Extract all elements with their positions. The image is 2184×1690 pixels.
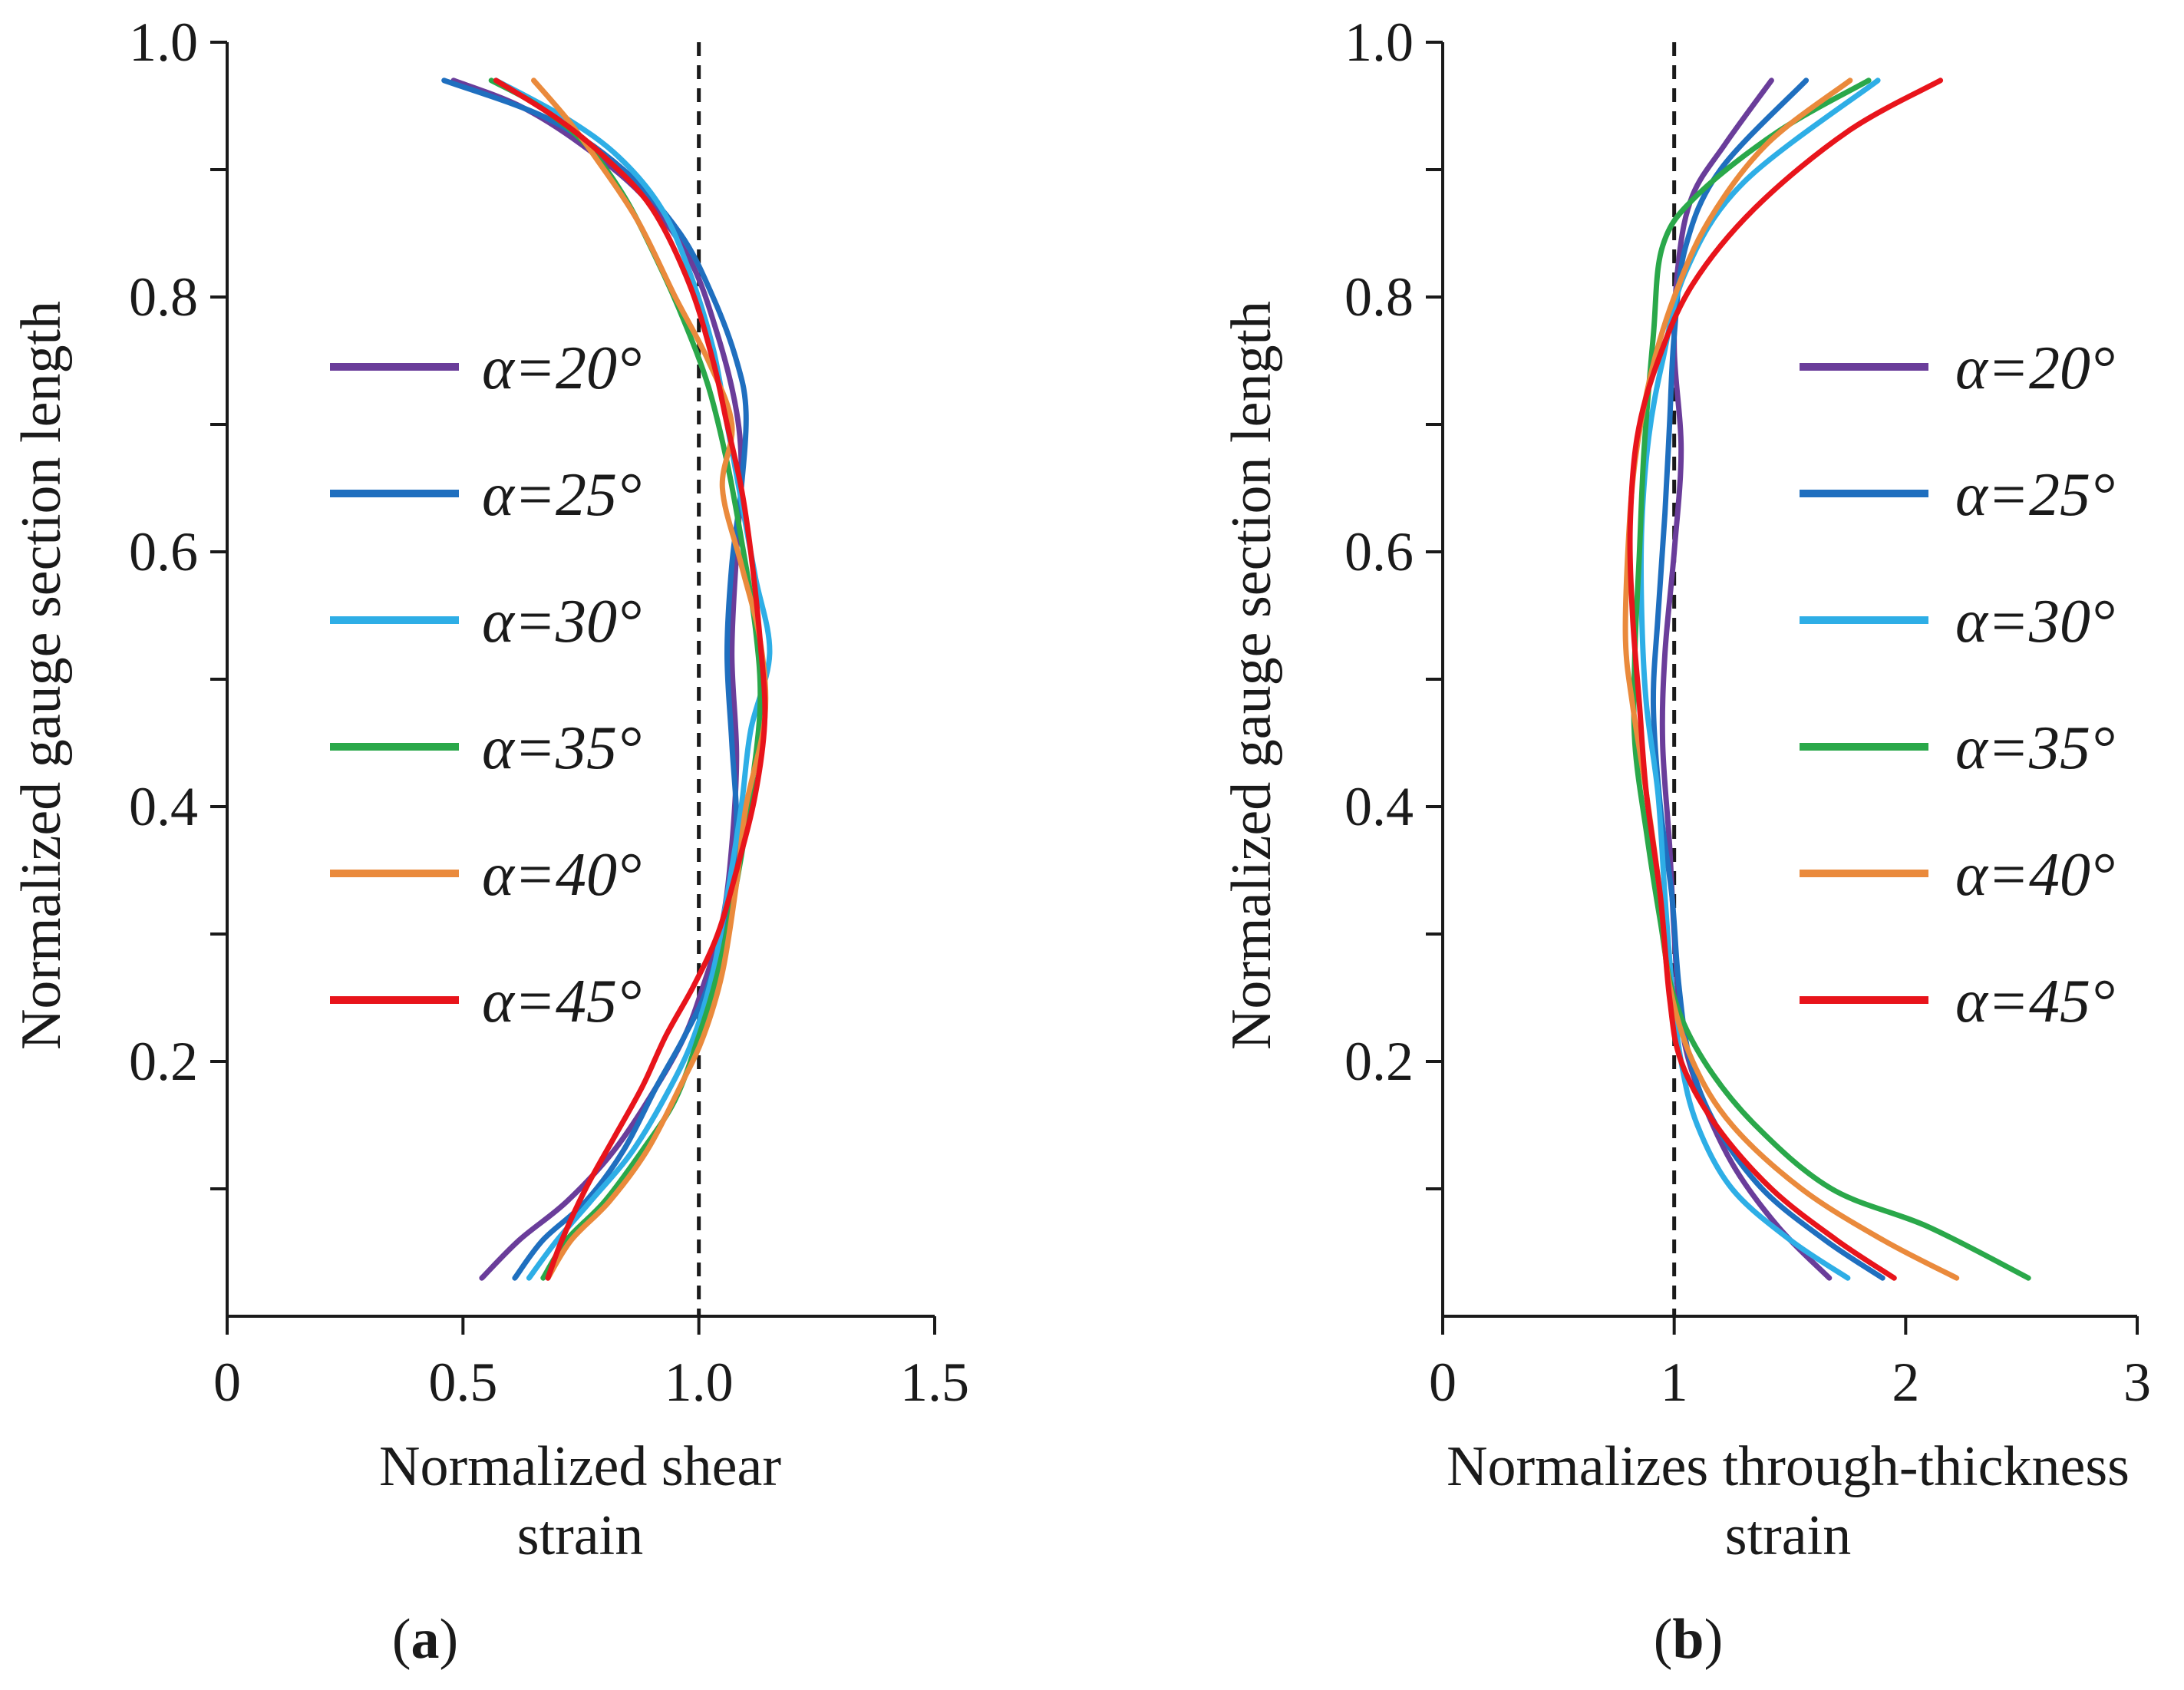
panel-a-label-open: ( [392, 1608, 411, 1671]
panel-b-y-tick-label: 0.6 [1344, 521, 1414, 583]
panel-a-legend-label: α=35° [482, 715, 642, 782]
panel-b-x-tick-label: 2 [1892, 1352, 1919, 1413]
panel-b-legend-label: α=25° [1955, 461, 2115, 529]
panel-a-x-tick-label: 0 [213, 1352, 241, 1413]
panel-a-y-tick-label: 0.8 [129, 266, 198, 328]
panel-a-legend-label: α=40° [482, 841, 642, 909]
panel-b-x-tick-label: 1 [1661, 1352, 1688, 1413]
panel-b-series-line [1631, 78, 2031, 1281]
panel-a-x-tick-label: 1.0 [665, 1352, 734, 1413]
panel-b-x-axis-title-line1: Normalizes through-thickness [1447, 1435, 2130, 1498]
panel-a-series-line [441, 78, 749, 1281]
panel-a-x-axis-title-line2: strain [517, 1504, 643, 1567]
panel-a-x-axis-title-line1: Normalized shear [379, 1435, 781, 1498]
panel-a-series-line [493, 78, 773, 1281]
panel-a-label-close: ) [440, 1608, 459, 1671]
panel-a-y-tick-label: 0.6 [129, 521, 198, 583]
panel-a-label-letter: a [411, 1608, 440, 1671]
panel-b-y-axis-title: Normalized gauge section length [1220, 301, 1283, 1050]
panel-a-x-tick-label: 0.5 [428, 1352, 497, 1413]
panel-b-series [1622, 78, 2031, 1281]
panel-b-legend-label: α=40° [1955, 841, 2115, 909]
panel-a-y-tick-label: 0.4 [129, 776, 198, 837]
panel-a-y-tick-label: 1.0 [129, 12, 198, 73]
panel-b-y-tick-label: 0.4 [1344, 776, 1414, 837]
panel-b-y-tick-label: 1.0 [1344, 12, 1414, 73]
panel-a-series-line [488, 78, 764, 1281]
panel-a-legend-label: α=45° [482, 968, 642, 1035]
panel-b-x-tick-label: 0 [1429, 1352, 1457, 1413]
panel-a-series [441, 78, 773, 1281]
panel-a-y-axis-title: Normalized gauge section length [10, 301, 73, 1050]
panel-b-x-axis-title-line2: strain [1725, 1504, 1851, 1567]
panel-a-y-tick-label: 0.2 [129, 1031, 198, 1092]
panel-b-series-line [1627, 78, 1944, 1281]
panel-a-legend: α=20° α=25° α=30° α=35° α=40° α=45° [330, 335, 642, 1035]
panel-b-legend-label: α=45° [1955, 968, 2115, 1035]
panel-b-axes: 0.2 0.4 0.6 0.8 1.0 0 1 2 3 [1344, 12, 2151, 1413]
panel-a-chart: 0.2 0.4 0.6 0.8 1.0 0 0.5 1.0 1.5 α=20° α=25° α=30… [10, 12, 969, 1671]
panel-a-legend-label: α=20° [482, 335, 642, 402]
panel-a-x-tick-label: 1.5 [900, 1352, 969, 1413]
panel-b-series-line [1622, 78, 1960, 1281]
panel-b-chart: 0.2 0.4 0.6 0.8 1.0 0 1 2 3 α=20° α=25° α=30° α=35°… [1220, 12, 2151, 1671]
panel-b-y-tick-label: 0.8 [1344, 266, 1414, 328]
panel-b-label-open: ( [1654, 1608, 1673, 1671]
panel-b-label-close: ) [1704, 1608, 1724, 1671]
panel-b-legend-label: α=30° [1955, 588, 2115, 655]
panel-b-legend-label: α=20° [1955, 335, 2115, 402]
panel-b-x-tick-label: 3 [2123, 1352, 2151, 1413]
panel-a-series-line [493, 78, 768, 1281]
panel-a-axes: 0.2 0.4 0.6 0.8 1.0 0 0.5 1.0 1.5 [129, 12, 969, 1413]
panel-b-legend-label: α=35° [1955, 715, 2115, 782]
panel-b-label-letter: b [1672, 1608, 1704, 1671]
panel-b-y-tick-label: 0.2 [1344, 1031, 1414, 1092]
panel-b-label: (b) [1654, 1608, 1723, 1671]
panel-a-legend-label: α=30° [482, 588, 642, 655]
panel-b-legend: α=20° α=25° α=30° α=35° α=40° α=45° [1800, 335, 2115, 1035]
panel-a-label: (a) [392, 1608, 458, 1671]
panel-a-legend-label: α=25° [482, 461, 642, 529]
